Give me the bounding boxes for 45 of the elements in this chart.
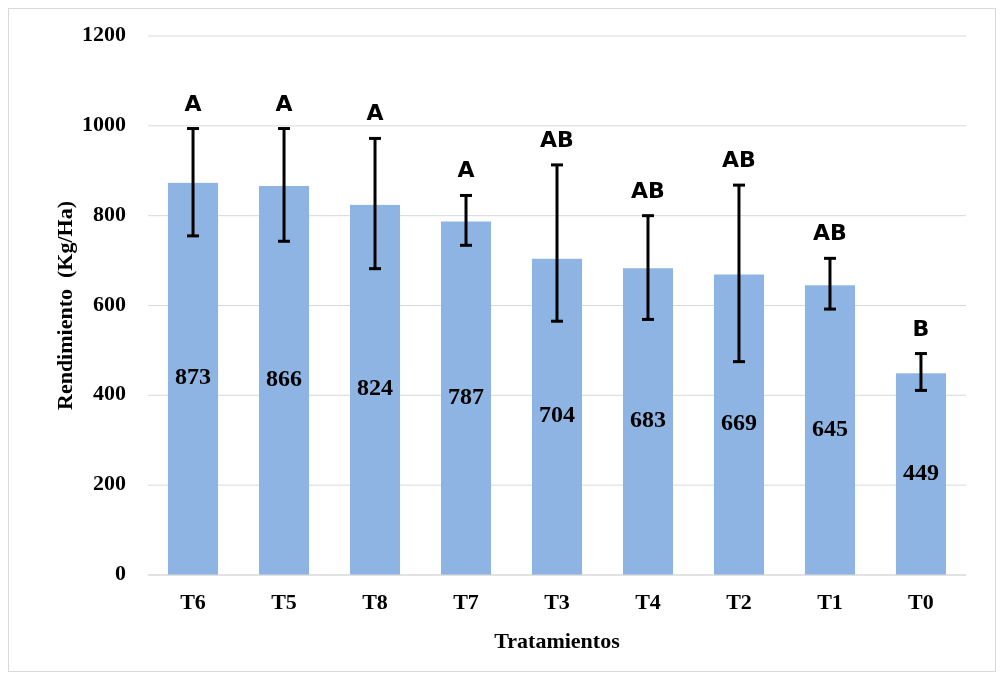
x-tick-label: T5: [271, 589, 297, 614]
bar: [168, 182, 219, 575]
x-tick-label: T7: [453, 589, 479, 614]
y-tick-label: 1000: [82, 110, 126, 136]
annotation: AB: [631, 177, 665, 203]
data-label: 866: [266, 365, 303, 392]
bar: [531, 258, 583, 575]
bar: [804, 285, 855, 575]
data-label: 704: [539, 401, 575, 428]
annotation: A: [366, 100, 384, 126]
annotation: A: [184, 90, 202, 116]
y-tick-label: 200: [93, 470, 126, 496]
annotation: AB: [813, 220, 847, 246]
x-tick-label: T4: [635, 589, 661, 614]
data-label: 669: [720, 409, 757, 436]
x-tick-label: T1: [817, 589, 843, 614]
x-tick-label: T6: [180, 589, 206, 614]
y-tick-label: 400: [93, 380, 126, 406]
y-tick-label: 0: [115, 560, 126, 586]
data-label: 873: [175, 363, 212, 390]
annotation: B: [912, 315, 930, 341]
data-label: 787: [448, 382, 485, 409]
bar: [622, 268, 674, 575]
data-label: 683: [629, 406, 666, 433]
data-label: 449: [902, 458, 939, 485]
x-axis-title: Tratamientos: [494, 628, 621, 653]
annotation: AB: [722, 147, 756, 173]
annotation: A: [275, 90, 293, 116]
annotation: AB: [540, 126, 574, 152]
bar: [713, 274, 764, 575]
annotation: A: [457, 157, 475, 183]
bar: [440, 221, 492, 575]
bar: [895, 373, 946, 575]
y-tick-label: 1200: [82, 21, 126, 47]
y-tick-label: 600: [93, 290, 126, 316]
bar: [259, 186, 310, 575]
x-tick-label: T8: [362, 589, 388, 614]
data-label: 824: [357, 374, 394, 401]
bar: [350, 204, 401, 575]
y-axis-title: Rendimiento (Kg/Ha): [52, 201, 77, 410]
data-label: 645: [811, 414, 848, 441]
x-tick-label: T3: [544, 589, 570, 614]
y-tick-label: 800: [93, 200, 126, 226]
x-tick-label: T0: [908, 589, 934, 614]
x-tick-label: T2: [726, 589, 752, 614]
